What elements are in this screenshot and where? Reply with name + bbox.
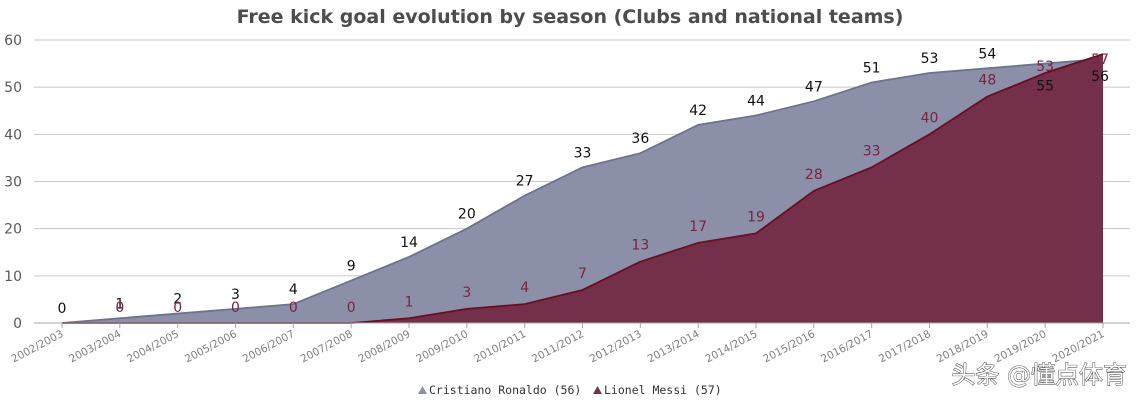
data-label-messi: 17 bbox=[689, 219, 707, 235]
y-tick-label: 10 bbox=[4, 269, 22, 285]
series-line-0 bbox=[61, 57, 1104, 324]
data-label-ronaldo: 27 bbox=[516, 174, 534, 190]
data-label-ronaldo: 51 bbox=[863, 60, 881, 76]
data-label-ronaldo: 2 bbox=[173, 292, 182, 308]
data-label-ronaldo: 14 bbox=[400, 235, 418, 251]
x-tick-label: 2020/2021 bbox=[1050, 328, 1106, 365]
data-label-messi: 48 bbox=[978, 73, 996, 89]
data-label-messi: 13 bbox=[631, 238, 649, 254]
data-label-ronaldo: 4 bbox=[289, 282, 298, 298]
data-label-ronaldo: 56 bbox=[1091, 69, 1109, 85]
y-tick-label: 0 bbox=[13, 316, 22, 332]
x-tick-label: 2007/2008 bbox=[299, 328, 355, 365]
data-label-ronaldo: 53 bbox=[921, 51, 939, 67]
y-tick-label: 60 bbox=[4, 33, 22, 49]
x-tick-label: 2009/2010 bbox=[414, 328, 470, 365]
legend-label-messi: Lionel Messi (57) bbox=[604, 383, 722, 397]
x-tick-label: 2017/2018 bbox=[877, 328, 933, 365]
data-label-ronaldo: 33 bbox=[574, 145, 592, 161]
watermark: 头条 @懂点体育 bbox=[951, 361, 1127, 389]
x-tick-label: 2011/2012 bbox=[530, 328, 586, 365]
x-tick-label: 2012/2013 bbox=[588, 328, 644, 365]
data-label-ronaldo: 44 bbox=[747, 93, 765, 109]
x-tick-label: 2003/2004 bbox=[67, 328, 123, 365]
x-tick-label: 2014/2015 bbox=[703, 328, 759, 365]
x-tick-label: 2006/2007 bbox=[241, 328, 297, 365]
data-label-messi: 57 bbox=[1091, 52, 1109, 68]
data-label-ronaldo: 0 bbox=[58, 301, 67, 317]
y-tick-label: 40 bbox=[4, 127, 22, 143]
data-label-messi: 1 bbox=[405, 294, 414, 310]
x-tick-label: 2013/2014 bbox=[646, 328, 702, 365]
data-label-messi: 53 bbox=[1036, 59, 1054, 75]
data-label-ronaldo: 54 bbox=[978, 46, 996, 62]
data-label-ronaldo: 3 bbox=[231, 287, 240, 303]
data-label-messi: 0 bbox=[115, 300, 124, 316]
x-tick-label: 2005/2006 bbox=[183, 328, 239, 365]
series-area-1 bbox=[62, 54, 1103, 324]
x-tick-label: 2016/2017 bbox=[819, 328, 875, 365]
legend: Cristiano Ronaldo (56) Lionel Messi (57) bbox=[418, 383, 722, 397]
legend-marker-ronaldo bbox=[418, 386, 427, 394]
y-tick-label: 20 bbox=[4, 222, 22, 238]
legend-label-ronaldo: Cristiano Ronaldo (56) bbox=[429, 383, 581, 397]
data-label-ronaldo: 47 bbox=[805, 79, 823, 95]
series-areas bbox=[61, 53, 1104, 324]
data-label-messi: 28 bbox=[805, 167, 823, 183]
data-label-ronaldo: 36 bbox=[631, 131, 649, 147]
chart-title: Free kick goal evolution by season (Club… bbox=[237, 6, 904, 28]
legend-marker-messi bbox=[593, 386, 602, 394]
data-label-ronaldo: 20 bbox=[458, 207, 476, 223]
x-tick-label: 2002/2003 bbox=[9, 328, 65, 365]
data-label-ronaldo: 55 bbox=[1036, 79, 1054, 95]
data-label-messi: 19 bbox=[747, 209, 765, 225]
x-tick-label: 2015/2016 bbox=[761, 328, 817, 365]
data-label-messi: 33 bbox=[863, 143, 881, 159]
legend-item-ronaldo: Cristiano Ronaldo (56) bbox=[418, 383, 581, 397]
legend-item-messi: Lionel Messi (57) bbox=[593, 383, 722, 397]
data-label-messi: 0 bbox=[347, 300, 356, 316]
y-tick-label: 30 bbox=[4, 175, 22, 191]
y-tick-label: 50 bbox=[4, 80, 22, 96]
x-tick-label: 2004/2005 bbox=[125, 328, 181, 365]
data-label-messi: 3 bbox=[462, 285, 471, 301]
data-label-messi: 4 bbox=[520, 280, 529, 296]
x-tick-label: 2010/2011 bbox=[472, 328, 528, 365]
x-tick-label: 2019/2020 bbox=[993, 328, 1049, 365]
x-tick-label: 2008/2009 bbox=[356, 328, 412, 365]
data-label-ronaldo: 1 bbox=[115, 296, 124, 312]
data-label-messi: 0 bbox=[289, 300, 298, 316]
data-label-ronaldo: 9 bbox=[347, 259, 356, 275]
data-label-messi: 7 bbox=[578, 266, 587, 282]
data-label-messi: 0 bbox=[173, 300, 182, 316]
data-label-messi: 40 bbox=[921, 110, 939, 126]
data-label-ronaldo: 42 bbox=[689, 103, 707, 119]
x-tick-label: 2018/2019 bbox=[935, 328, 991, 365]
data-label-messi: 0 bbox=[231, 300, 240, 316]
